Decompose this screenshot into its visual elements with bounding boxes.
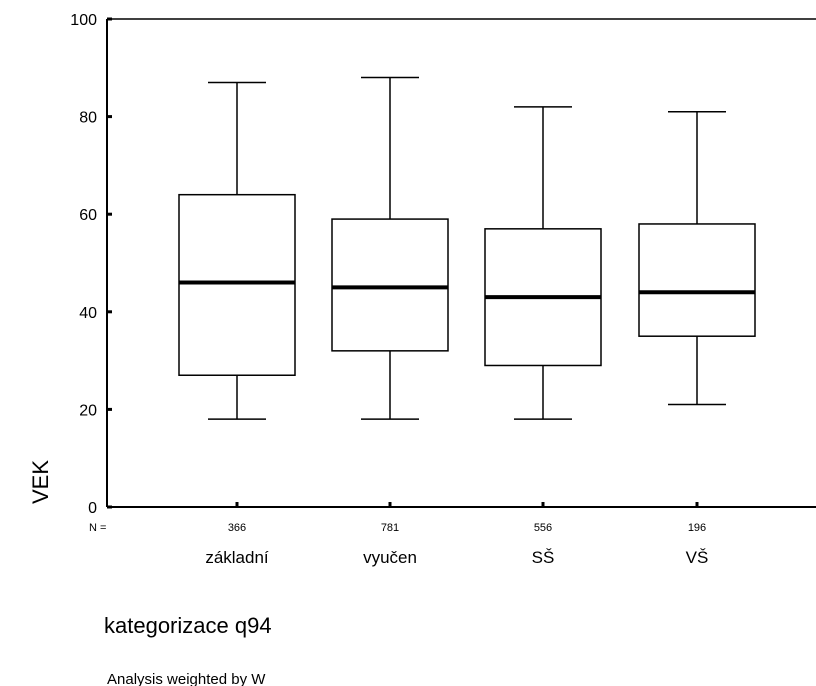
x-tick-label: VŠ (686, 548, 709, 567)
n-value: 366 (228, 522, 246, 534)
iqr-box (178, 193, 296, 376)
n-label: N = (89, 522, 106, 534)
footnote: Analysis weighted by W (107, 671, 266, 686)
iqr-box (638, 223, 756, 337)
y-tick-label: 100 (70, 12, 97, 29)
n-value: 556 (534, 522, 552, 534)
y-axis: 0 20 40 60 80 100 (70, 12, 112, 517)
boxes-group (178, 76, 756, 420)
n-value: 196 (688, 522, 706, 534)
x-axis-label: kategorizace q94 (104, 613, 272, 638)
x-tick-label: vyučen (363, 548, 417, 567)
x-tick-label: SŠ (532, 548, 555, 567)
y-axis-label: VEK (28, 460, 53, 504)
y-tick-label: 40 (79, 305, 97, 322)
n-value: 781 (381, 522, 399, 534)
x-tick-label: základní (205, 548, 269, 567)
iqr-box (331, 218, 449, 352)
y-tick-label: 20 (79, 402, 97, 419)
x-axis: 366 základní 781 vyučen 556 SŠ 196 VŠ (205, 502, 708, 567)
y-tick-label: 0 (88, 500, 97, 517)
y-tick-label: 60 (79, 207, 97, 224)
y-tick-label: 80 (79, 110, 97, 127)
